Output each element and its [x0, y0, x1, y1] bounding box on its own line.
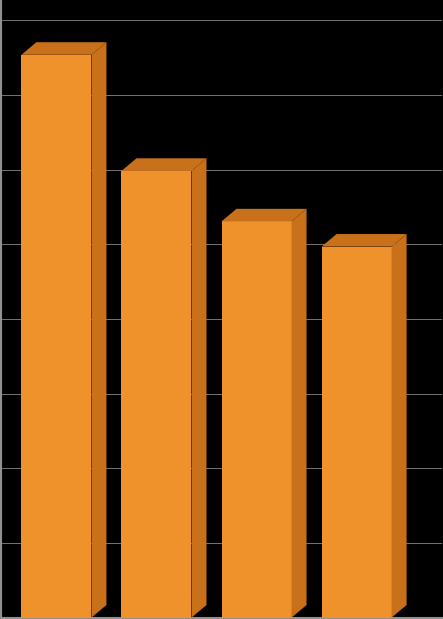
Polygon shape [191, 158, 206, 618]
Polygon shape [121, 158, 206, 171]
Polygon shape [21, 42, 106, 55]
Polygon shape [121, 171, 191, 618]
Polygon shape [91, 42, 106, 618]
Polygon shape [222, 209, 307, 222]
Polygon shape [222, 222, 291, 618]
Polygon shape [322, 234, 407, 246]
Polygon shape [392, 234, 407, 618]
Polygon shape [21, 55, 91, 618]
Polygon shape [322, 246, 392, 618]
Polygon shape [291, 209, 307, 618]
